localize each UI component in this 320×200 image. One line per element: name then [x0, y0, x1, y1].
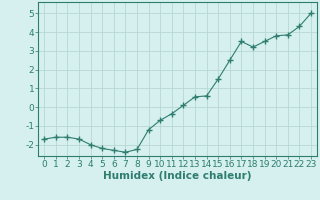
X-axis label: Humidex (Indice chaleur): Humidex (Indice chaleur): [103, 171, 252, 181]
